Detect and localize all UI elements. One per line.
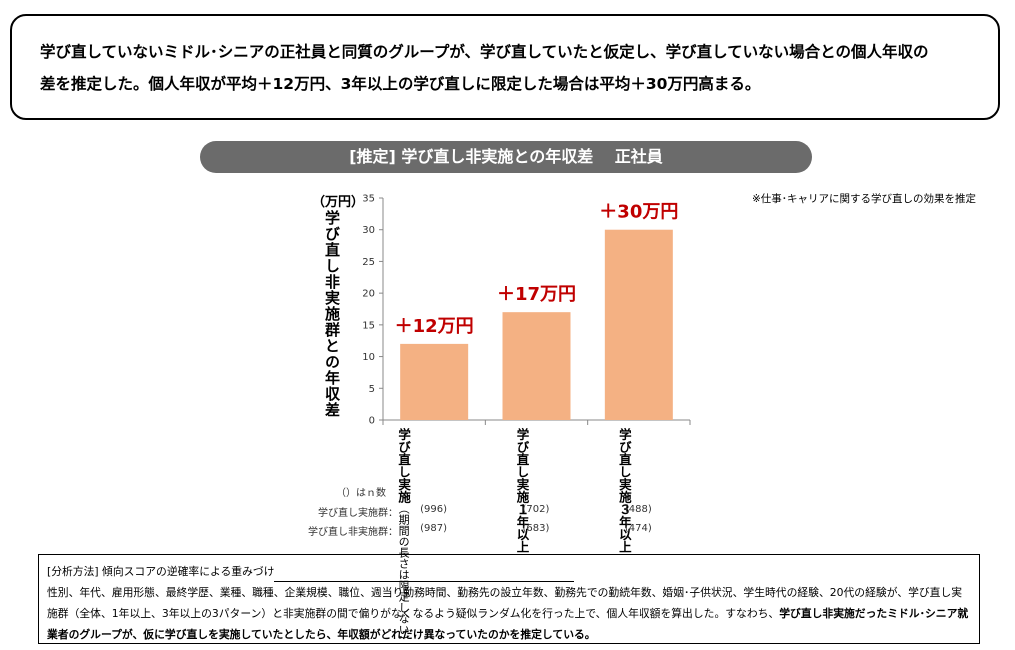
data-label: ＋12万円 bbox=[395, 316, 474, 337]
method-bold: 学び直し非実施だったミドル･シニア就業者のグループが、仮に学び直しを実施していた… bbox=[47, 607, 969, 641]
category-label: 学び直し実施（期間の長さは限定しない） bbox=[396, 428, 412, 646]
n-value: (996) bbox=[420, 504, 448, 515]
n-row-label: 学び直し実施群： bbox=[318, 508, 398, 519]
bar bbox=[502, 312, 571, 420]
headline-line1: 学び直していないミドル･シニアの正社員と同質のグループが、学び直していたと仮定し… bbox=[40, 43, 929, 61]
n-value: (474) bbox=[624, 523, 652, 534]
n-value: (488) bbox=[624, 504, 652, 515]
bar bbox=[400, 343, 469, 420]
underline bbox=[274, 569, 575, 582]
n-value: (683) bbox=[522, 523, 550, 534]
y-tick-label: 25 bbox=[362, 257, 375, 268]
y-tick-label: 35 bbox=[362, 194, 375, 205]
bar bbox=[604, 229, 673, 420]
method-heading: [分析方法] 傾向スコアの逆確率による重みづけ bbox=[47, 565, 275, 578]
chart-note: ※仕事･キャリアに関する学び直しの効果を推定 bbox=[752, 193, 977, 205]
y-tick-label: 5 bbox=[369, 384, 375, 395]
y-tick-label: 30 bbox=[362, 225, 375, 236]
category-label: 学び直し実施１年以上 bbox=[514, 428, 530, 553]
y-unit: （万円） bbox=[312, 195, 365, 210]
data-label: ＋30万円 bbox=[599, 202, 678, 223]
y-tick-label: 20 bbox=[362, 289, 375, 300]
chart-title: [推定] 学び直し非実施との年収差 正社員 bbox=[200, 141, 812, 173]
headline-line2: 差を推定した。個人年収が平均＋12万円、3年以上の学び直しに限定した場合は平均＋… bbox=[40, 75, 761, 93]
n-value: (987) bbox=[420, 523, 448, 534]
n-caption: （）はｎ数 bbox=[336, 488, 386, 499]
category-label: 学び直し実施３年以上 bbox=[616, 428, 632, 553]
method-text: 性別、年代、雇用形態、最終学歴、業種、職種、企業規模、職位、週当り勤務時間、勤務… bbox=[47, 586, 963, 620]
y-tick-label: 15 bbox=[362, 320, 375, 331]
n-value: (702) bbox=[522, 504, 550, 515]
y-tick-label: 0 bbox=[369, 416, 375, 427]
headline-box: 学び直していないミドル･シニアの正社員と同質のグループが、学び直していたと仮定し… bbox=[10, 14, 1000, 120]
n-row-label: 学び直し非実施群： bbox=[308, 527, 398, 538]
y-axis-label: 学び直し非実施群との年収差 bbox=[323, 210, 341, 418]
y-tick-label: 10 bbox=[362, 352, 375, 363]
method-box: [分析方法] 傾向スコアの逆確率による重みづけ 性別、年代、雇用形態、最終学歴、… bbox=[38, 554, 980, 644]
data-label: ＋17万円 bbox=[497, 284, 576, 305]
